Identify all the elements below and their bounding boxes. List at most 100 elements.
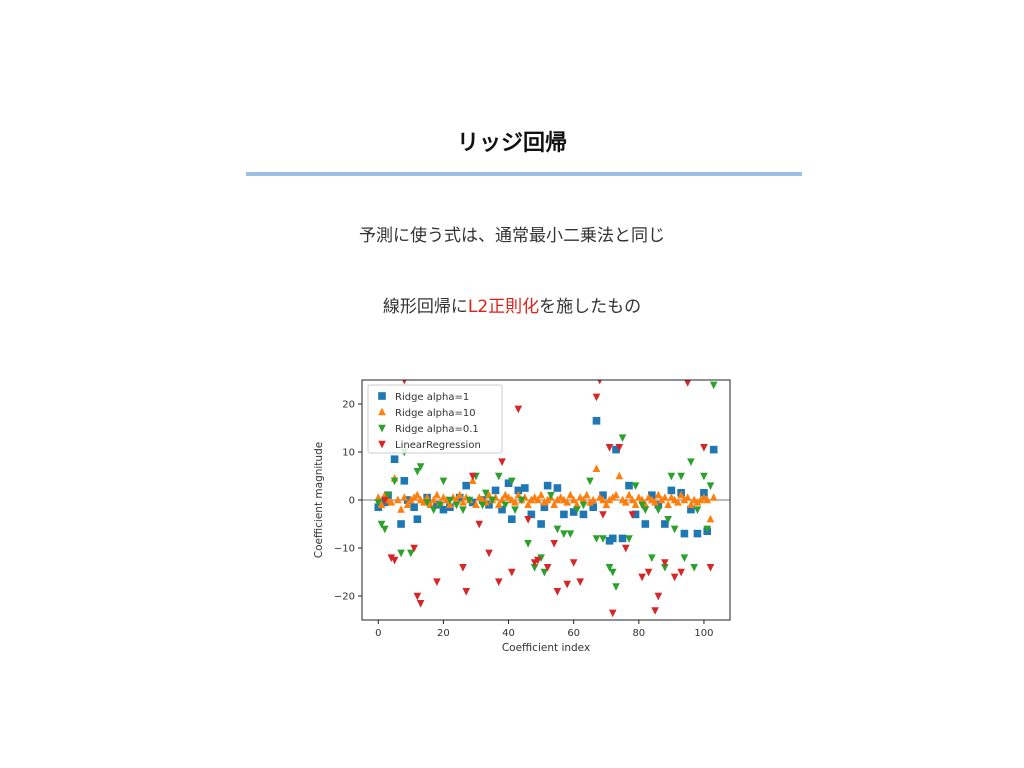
data-point-series-2 [566, 530, 575, 538]
data-point-series-3 [380, 496, 389, 505]
data-point-series-0 [661, 520, 669, 528]
data-point-series-3 [621, 544, 630, 553]
data-point-series-1 [674, 498, 682, 506]
data-point-series-1 [413, 490, 422, 499]
data-point-series-1 [377, 500, 386, 508]
data-point-series-0 [709, 445, 718, 454]
data-point-series-2 [670, 525, 679, 534]
data-point-series-1 [407, 495, 415, 504]
data-point-series-3 [608, 609, 617, 618]
data-point-series-1 [527, 495, 536, 504]
data-point-series-0 [612, 445, 620, 454]
data-point-series-0 [462, 481, 471, 490]
data-point-series-0 [521, 484, 529, 492]
data-point-series-1 [657, 495, 666, 504]
data-point-series-3 [597, 380, 602, 385]
data-point-series-2 [407, 549, 415, 558]
data-point-series-0 [579, 510, 588, 519]
y-tick-label: 20 [342, 400, 355, 411]
data-point-series-1 [677, 490, 685, 499]
data-point-series-0 [537, 520, 545, 528]
slide-title: リッジ回帰 [456, 131, 567, 156]
y-tick-label: −10 [334, 544, 355, 555]
legend-marker [378, 424, 386, 433]
data-point-series-0 [439, 505, 448, 514]
data-point-series-1 [537, 490, 545, 499]
data-point-series-2 [465, 496, 474, 505]
data-point-series-1 [709, 493, 718, 501]
data-point-series-2 [508, 477, 516, 486]
data-point-series-3 [563, 580, 571, 589]
data-point-series-0 [504, 479, 513, 487]
data-point-series-3 [410, 544, 418, 553]
line2-highlight: L2正則化 [467, 297, 540, 317]
data-point-series-0 [498, 505, 506, 514]
data-point-series-0 [618, 534, 627, 543]
data-point-series-3 [576, 578, 584, 586]
data-point-series-3 [498, 458, 506, 466]
data-point-series-3 [592, 393, 601, 402]
y-tick-label: −20 [334, 592, 355, 603]
data-point-series-1 [569, 495, 578, 504]
data-point-series-0 [680, 529, 689, 538]
data-point-series-1 [410, 493, 418, 501]
data-point-series-2 [380, 525, 389, 534]
data-point-series-0 [540, 503, 549, 511]
data-point-series-1 [599, 495, 607, 504]
data-point-series-2 [478, 501, 487, 510]
data-point-series-1 [589, 495, 598, 504]
data-point-series-2 [586, 477, 594, 486]
data-point-series-1 [664, 500, 672, 508]
data-point-series-2 [612, 583, 620, 591]
data-point-series-3 [605, 444, 614, 452]
data-point-series-3 [413, 592, 422, 601]
data-point-series-2 [446, 496, 454, 505]
data-point-series-0 [543, 481, 552, 490]
data-point-series-2 [700, 472, 708, 481]
data-point-series-2 [599, 535, 607, 543]
data-point-series-2 [501, 501, 510, 510]
data-point-series-1 [472, 500, 480, 508]
data-point-series-1 [563, 498, 571, 506]
data-point-series-0 [514, 486, 523, 495]
data-point-series-3 [651, 607, 659, 615]
data-point-series-3 [534, 556, 542, 565]
data-point-series-3 [387, 554, 396, 562]
data-point-series-2 [703, 525, 712, 534]
data-point-series-2 [511, 506, 519, 514]
data-point-series-3 [485, 549, 493, 558]
data-point-series-1 [680, 495, 689, 504]
data-point-series-1 [433, 490, 441, 499]
data-point-series-0 [508, 515, 516, 523]
data-point-series-3 [402, 380, 407, 385]
data-point-series-1 [592, 464, 601, 472]
data-point-series-2 [537, 554, 545, 562]
data-point-series-1 [387, 498, 396, 506]
data-point-series-2 [413, 468, 422, 476]
data-point-series-2 [667, 472, 676, 481]
data-point-series-0 [648, 491, 656, 499]
description-line-1: 予測に使う式は、通常最小二乗法と同じ [359, 226, 665, 246]
data-point-series-2 [436, 501, 444, 510]
data-point-series-2 [680, 554, 689, 562]
data-point-series-2 [654, 506, 663, 514]
line2-suffix: を施したもの [539, 297, 642, 317]
legend-marker [378, 392, 386, 400]
data-point-series-1 [687, 500, 695, 508]
data-point-series-0 [560, 510, 568, 519]
legend-label: Ridge alpha=1 [395, 392, 469, 403]
y-axis-label: Coefficient magnitude [313, 442, 325, 558]
data-point-series-0 [667, 486, 676, 495]
data-point-series-3 [433, 578, 441, 586]
data-point-series-3 [638, 573, 646, 582]
data-point-series-1 [621, 498, 630, 506]
data-point-series-2 [709, 381, 718, 390]
legend-label: Ridge alpha=0.1 [395, 424, 479, 435]
points-group [374, 380, 718, 618]
x-tick-label: 80 [632, 628, 645, 639]
data-point-series-0 [589, 503, 598, 511]
data-point-series-0 [599, 491, 607, 499]
data-point-series-3 [661, 559, 669, 567]
data-point-series-2 [664, 516, 672, 524]
data-point-series-2 [641, 506, 650, 514]
